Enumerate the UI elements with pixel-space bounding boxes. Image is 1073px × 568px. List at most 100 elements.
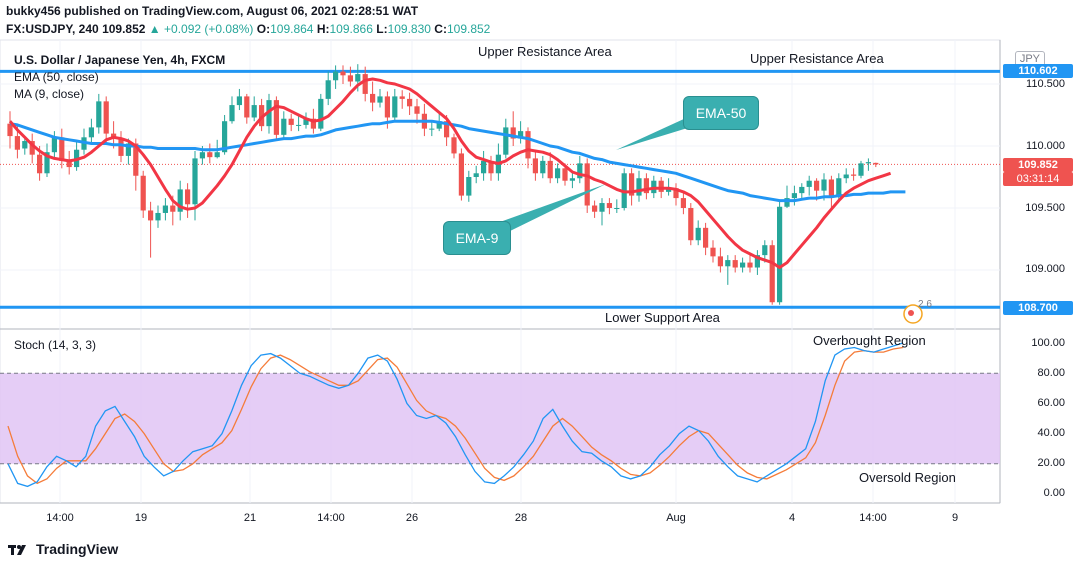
candle-body [384,96,390,118]
candle-body [185,189,191,205]
candle-body [251,105,257,118]
low-value: 109.830 [387,22,431,36]
candle-body [140,175,146,211]
candle-body [244,96,250,118]
candle-body [303,118,309,125]
candle-body [229,105,235,122]
candle-body [547,160,553,179]
brand-name: TradingView [36,541,119,557]
candle-body [740,262,746,268]
stoch-k-line [7,342,904,488]
candle-body [370,93,376,103]
ma9-legend[interactable]: MA (9, close) [14,87,85,101]
candle-body [518,131,524,139]
candle-body [636,178,642,196]
candle-body [532,158,538,174]
stoch-legend[interactable]: Stoch (14, 3, 3) [14,338,97,352]
candle-body [444,121,450,138]
tradingview-brand[interactable]: TradingView [8,541,118,557]
candle-body [828,179,834,196]
bar-countdown: 03:31:14 [1003,172,1073,186]
candle-body [377,96,383,103]
candle-body [814,180,820,191]
candle-body [562,168,568,181]
open-value: 109.864 [270,22,314,36]
candle-body [673,188,679,199]
candle-body [222,121,228,153]
candle-body [851,174,857,176]
candle-body [392,96,398,118]
candle-body [643,178,649,194]
candle-body [540,160,546,174]
last-price-tag: 109.852 [1003,158,1073,172]
candle-body [14,136,20,150]
candle-body [7,123,13,137]
symbol-label: FX:USDJPY, 240 [6,22,99,36]
stoch-band [0,373,1000,464]
candle-body [162,205,168,213]
time-tick: 14:00 [46,512,74,524]
stoch-tick: 100.00 [1031,337,1065,349]
candle-body [577,163,583,179]
price-tick: 109.500 [1025,202,1065,214]
candle-body [791,193,797,199]
time-tick: 26 [405,512,419,524]
event-badge[interactable]: 2 6 [918,299,932,310]
candle-body [451,137,457,154]
candle-body [96,101,102,128]
stoch-tick: 0.00 [1043,487,1065,499]
low-label: L: [376,22,388,36]
ema50-line [9,119,906,203]
candle-body [658,180,664,192]
candle-body [836,178,842,196]
ema50-legend[interactable]: EMA (50, close) [14,70,99,84]
ohlc-line: FX:USDJPY, 240 109.852 ▲ +0.092 (+0.08%)… [6,22,490,36]
candle-body [458,153,464,196]
candle-body [133,143,139,176]
candle-body [488,160,494,174]
ema9-callout: EMA-9 [443,221,511,255]
candle-body [865,162,871,164]
candle-body [103,101,109,134]
candle-body [843,174,849,179]
candle-body [725,260,731,267]
candle-body [355,74,361,82]
candle-body [199,152,205,159]
candle-body [44,152,50,174]
candle-body [466,177,472,196]
resistance-price-tag: 110.602 [1003,64,1073,78]
time-tick: 14:00 [317,512,345,524]
open-label: O: [256,22,271,36]
candle-body [688,208,694,241]
ema50-pointer [616,118,694,150]
candle-body [22,141,28,149]
stoch-d-line [7,346,904,485]
candle-body [629,173,635,196]
candle-body [769,245,775,303]
price-tick: 110.500 [1026,78,1065,90]
candle-body [606,203,612,208]
candle-body [333,71,339,81]
candle-body [125,143,131,156]
candle-body [214,152,220,158]
high-label: H: [316,22,330,36]
candle-body [717,256,723,267]
candle-body [236,96,242,106]
candle-body [325,80,331,99]
candle-body [680,198,686,208]
event-badge-dot [908,310,914,316]
candle-body [747,262,753,268]
time-tick: Aug [666,512,686,524]
ema50-callout: EMA-50 [683,96,759,130]
publisher-line: bukky456 published on TradingView.com, A… [6,4,419,18]
ema9-pointer [500,184,606,232]
time-tick: 4 [788,512,796,524]
candle-body [399,96,405,99]
candle-body [88,127,94,138]
close-value: 109.852 [446,22,491,36]
price-tick: 109.000 [1025,263,1065,275]
candle-body [66,160,72,168]
time-tick: 28 [514,512,528,524]
candle-body [806,180,812,187]
